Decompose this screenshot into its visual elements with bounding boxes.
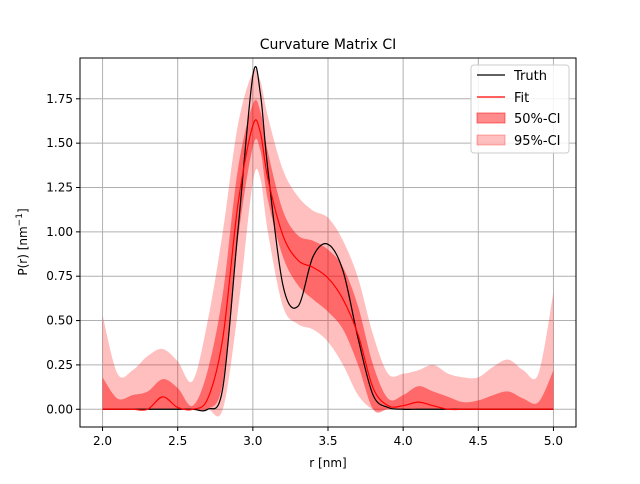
series-lines — [102, 66, 554, 412]
x-tick-label: 3.0 — [243, 434, 262, 448]
x-tick-label: 4.5 — [469, 434, 488, 448]
x-tick-label: 3.5 — [318, 434, 337, 448]
y-tick-label: 0.75 — [46, 269, 73, 283]
y-tick-label: 0.25 — [46, 358, 73, 372]
chart-title: Curvature Matrix CI — [260, 37, 397, 53]
band-50-ci — [102, 99, 554, 413]
legend-truth-label: Truth — [513, 69, 547, 84]
y-tick-label: 0.50 — [46, 314, 73, 328]
legend-95ci-swatch — [476, 134, 506, 146]
line-fit — [102, 119, 554, 411]
x-tick-label: 5.0 — [544, 434, 563, 448]
legend: Truth Fit 50%-CI 95%-CI — [470, 64, 570, 154]
legend-50ci-label: 50%-CI — [514, 112, 561, 127]
x-tick-label: 4.0 — [394, 434, 413, 448]
y-tick-label: 1.25 — [46, 181, 73, 195]
y-axis-label-close: ] — [16, 208, 30, 213]
ci-bands — [102, 69, 554, 417]
y-axis-label-main: P(r) [nm — [16, 226, 30, 275]
y-tick-label: 1.00 — [46, 225, 73, 239]
legend-box — [470, 64, 570, 154]
legend-95ci-label: 95%-CI — [514, 134, 561, 149]
x-axis-label: r [nm] — [309, 456, 346, 470]
y-axis-label-sup: −1 — [15, 213, 25, 226]
x-tick-label: 2.0 — [93, 434, 112, 448]
x-tick-label: 2.5 — [168, 434, 187, 448]
y-tick-label: 1.75 — [46, 92, 73, 106]
y-axis-ticks: 0.00 0.25 0.50 0.75 1.00 1.25 1.50 1.75 — [46, 92, 80, 416]
legend-fit-label: Fit — [514, 91, 529, 106]
y-tick-label: 1.50 — [46, 136, 73, 150]
legend-50ci-swatch — [476, 112, 506, 124]
x-axis-ticks: 2.0 2.5 3.0 3.5 4.0 4.5 5.0 — [93, 427, 563, 448]
y-axis-label: P(r) [nm−1] — [15, 208, 30, 275]
band-95-ci — [102, 69, 554, 417]
y-tick-label: 0.00 — [46, 402, 73, 416]
